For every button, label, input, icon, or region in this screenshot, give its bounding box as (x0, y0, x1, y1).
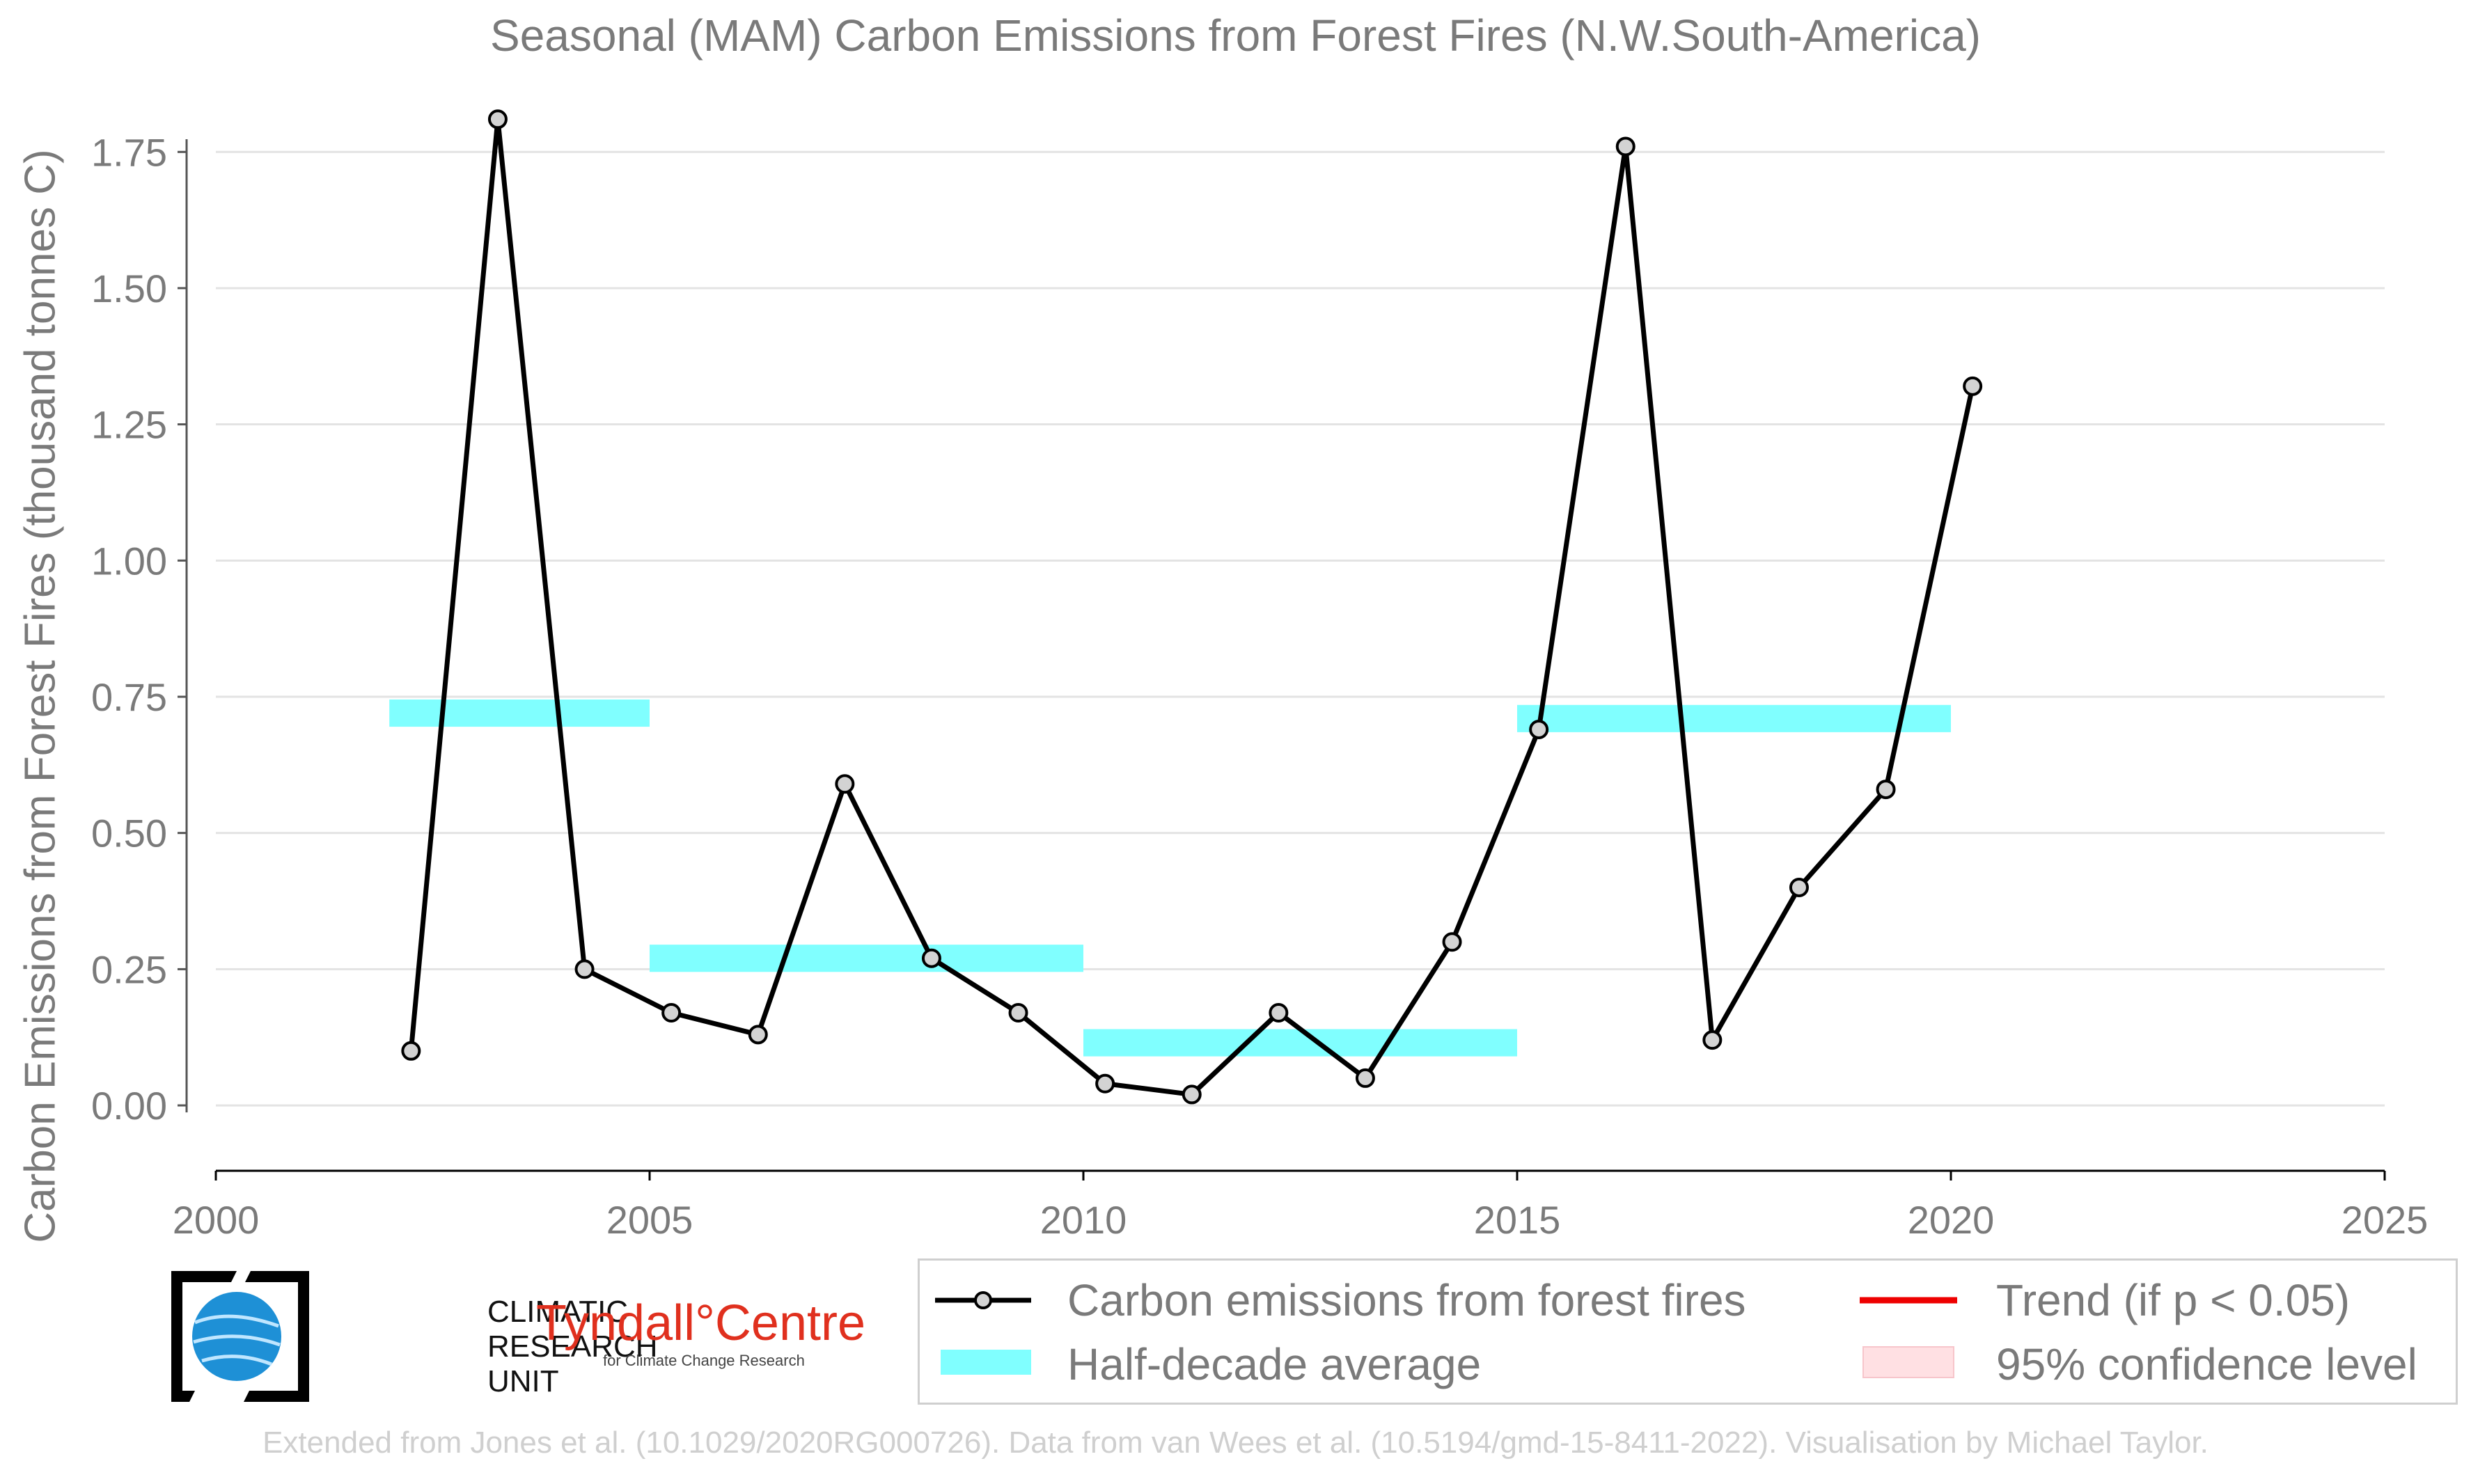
x-tick-label: 2025 (2341, 1198, 2429, 1242)
emissions-data-point (1269, 1003, 1289, 1023)
emissions-data-point (661, 1003, 682, 1023)
chart-legend: Carbon emissions from forest fires Half-… (918, 1258, 2458, 1405)
emissions-data-point (1963, 376, 1983, 396)
legend-label-half-decade: Half-decade average (1067, 1339, 1482, 1389)
legend-swatch-emissions (935, 1291, 1031, 1309)
y-tick-label: 1.25 (91, 403, 167, 447)
emissions-data-point (574, 959, 595, 979)
emissions-data-point (1008, 1003, 1028, 1023)
emissions-data-point (835, 774, 855, 794)
y-tick-label: 1.50 (91, 267, 167, 310)
emissions-data-point (1876, 780, 1896, 800)
cru-text-1: CLIMATIC (487, 1295, 629, 1329)
tyndall-logo: Tyndall°Centre (536, 1295, 866, 1351)
legend-label-trend: Trend (if p < 0.05) (1996, 1275, 2351, 1325)
emissions-data-point (1095, 1073, 1115, 1094)
half-decade-average-bar (1083, 1029, 1517, 1057)
emissions-data-point (401, 1041, 421, 1061)
cru-text-3: UNIT (487, 1364, 559, 1398)
emissions-data-point (1442, 932, 1462, 952)
y-tick-label: 0.75 (91, 675, 167, 719)
x-tick-label: 2020 (1908, 1198, 1995, 1242)
emissions-data-point (921, 948, 941, 968)
emissions-data-point (1182, 1084, 1202, 1105)
emissions-data-point (748, 1025, 768, 1045)
y-tick-label: 0.00 (91, 1084, 167, 1128)
emissions-data-point (1702, 1030, 1723, 1050)
cru-text-2: RESEARCH (487, 1329, 658, 1364)
emissions-data-point (1789, 877, 1809, 897)
half-decade-average-bar (389, 699, 650, 727)
emissions-data-point (1615, 136, 1635, 157)
emissions-data-point (1529, 719, 1549, 739)
y-tick-label: 1.75 (91, 130, 167, 174)
cru-globe-icon (171, 1271, 309, 1402)
legend-label-confidence: 95% confidence level (1996, 1339, 2417, 1389)
chart-title: Seasonal (MAM) Carbon Emissions from For… (490, 10, 1981, 61)
y-tick-label: 0.50 (91, 812, 167, 855)
source-footnote: Extended from Jones et al. (10.1029/2020… (262, 1426, 2209, 1460)
emissions-series-line (408, 118, 1975, 1098)
x-tick-label: 2015 (1474, 1198, 1561, 1242)
x-tick-label: 2005 (606, 1198, 693, 1242)
x-tick-label: 2010 (1040, 1198, 1127, 1242)
legend-swatch-half-decade (941, 1350, 1031, 1375)
y-tick-label: 1.00 (91, 539, 167, 583)
cru-logo: CLIMATIC RESEARCH UNIT (167, 1267, 658, 1406)
emissions-data-point (1355, 1068, 1375, 1088)
half-decade-average-bar (650, 945, 1083, 972)
legend-label-emissions: Carbon emissions from forest fires (1067, 1275, 1746, 1325)
tyndall-subtitle: for Climate Change Research (603, 1352, 805, 1369)
emissions-data-point (487, 109, 508, 129)
half-decade-average-bar (1517, 704, 1951, 732)
y-tick-label: 0.25 (91, 947, 167, 991)
x-tick-label: 2000 (173, 1198, 260, 1242)
legend-swatch-confidence (1862, 1346, 1954, 1378)
